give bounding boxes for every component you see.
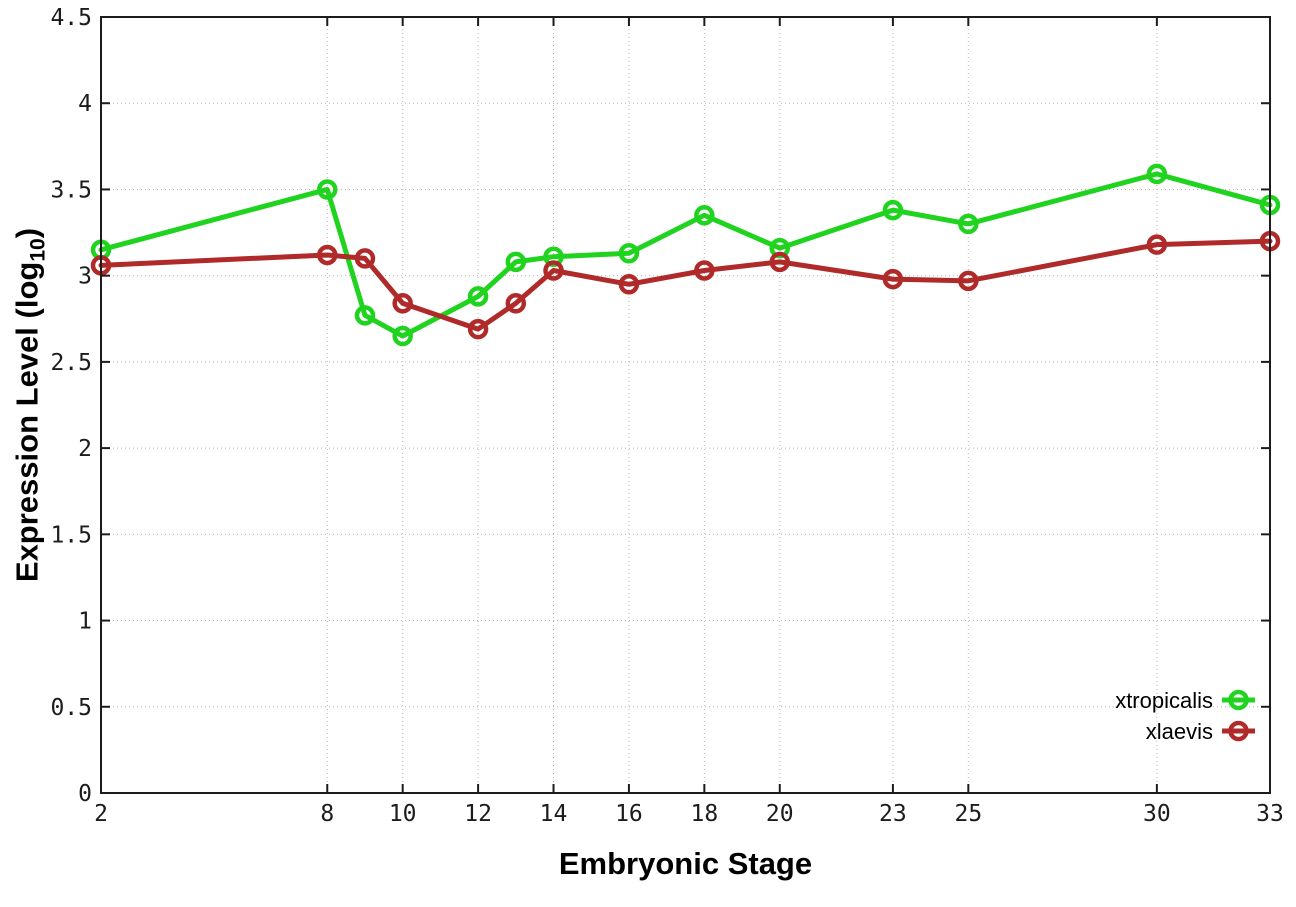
series-xtropicalis-point xyxy=(694,205,715,226)
y-tick-label: 3.5 xyxy=(50,177,92,203)
legend-marker-icon xyxy=(1228,720,1249,742)
x-tick-label: 33 xyxy=(1256,801,1284,827)
series-xlaevis-point xyxy=(543,260,564,281)
series-xlaevis xyxy=(90,230,1281,340)
series-xlaevis-point xyxy=(618,274,640,295)
x-tick-label: 14 xyxy=(540,801,568,827)
series-xlaevis-point xyxy=(392,293,413,314)
tick-marks xyxy=(100,16,1271,794)
x-tick-label: 18 xyxy=(691,801,719,827)
legend-marker-icon xyxy=(1228,689,1249,711)
y-axis-label-subscript: 10 xyxy=(26,238,50,262)
y-axis-label: Expression Level (log10) xyxy=(9,228,50,582)
x-tick-label: 23 xyxy=(879,801,907,827)
y-tick-label: 0 xyxy=(78,781,92,807)
x-tick-label: 16 xyxy=(615,801,643,827)
x-tick-label: 8 xyxy=(320,801,334,827)
x-tick-label: 12 xyxy=(464,801,492,827)
series-xlaevis-point xyxy=(467,318,489,340)
y-tick-label: 2 xyxy=(78,436,92,462)
series-xlaevis-line xyxy=(98,238,1273,332)
series-xtropicalis-point xyxy=(317,179,338,200)
series-xlaevis-point xyxy=(505,293,527,314)
series-xtropicalis-point xyxy=(618,242,640,264)
y-tick-label: 4 xyxy=(78,91,92,117)
series-xtropicalis-point xyxy=(354,305,376,326)
y-axis-label-suffix: ) xyxy=(9,227,45,239)
y-tick-label: 3 xyxy=(78,264,92,290)
y-tick-label: 1 xyxy=(78,609,92,635)
series-xlaevis-point xyxy=(354,248,376,269)
y-tick-label: 0.5 xyxy=(50,695,92,721)
series-xtropicalis-point xyxy=(882,199,904,221)
series-xlaevis-point xyxy=(317,244,338,266)
legend: xtropicalis xlaevis xyxy=(1115,688,1255,744)
legend-label: xtropicalis xyxy=(1115,688,1213,713)
x-tick-label: 2 xyxy=(94,801,108,827)
series-xlaevis-point xyxy=(882,268,904,290)
series-xlaevis-point xyxy=(1146,234,1168,255)
legend-entry-xtropicalis: xtropicalis xyxy=(1115,688,1255,713)
series-xtropicalis-point xyxy=(467,286,489,307)
series-xtropicalis-point xyxy=(958,213,979,235)
series-xlaevis-point xyxy=(958,270,979,292)
series-xtropicalis-point xyxy=(392,325,413,347)
gridlines xyxy=(100,16,1271,794)
series-xtropicalis-point xyxy=(1146,163,1168,185)
y-tick-label: 4.5 xyxy=(50,5,92,31)
series-xtropicalis-point xyxy=(505,251,527,273)
x-axis-label: Embryonic Stage xyxy=(558,846,813,881)
x-tick-label: 20 xyxy=(766,801,794,827)
x-tick-label: 25 xyxy=(954,801,982,827)
series-xlaevis-point xyxy=(769,251,791,273)
y-axis-label-text: Expression Level (log xyxy=(9,261,45,583)
y-tick-label: 1.5 xyxy=(50,522,92,548)
legend-label: xlaevis xyxy=(1146,719,1213,744)
y-tick-label: 2.5 xyxy=(50,350,92,376)
legend-entry-xlaevis: xlaevis xyxy=(1146,719,1255,744)
x-tick-label: 10 xyxy=(389,801,417,827)
x-tick-label: 30 xyxy=(1143,801,1171,827)
series-xlaevis-point xyxy=(694,260,715,281)
plot-border xyxy=(100,16,1271,794)
